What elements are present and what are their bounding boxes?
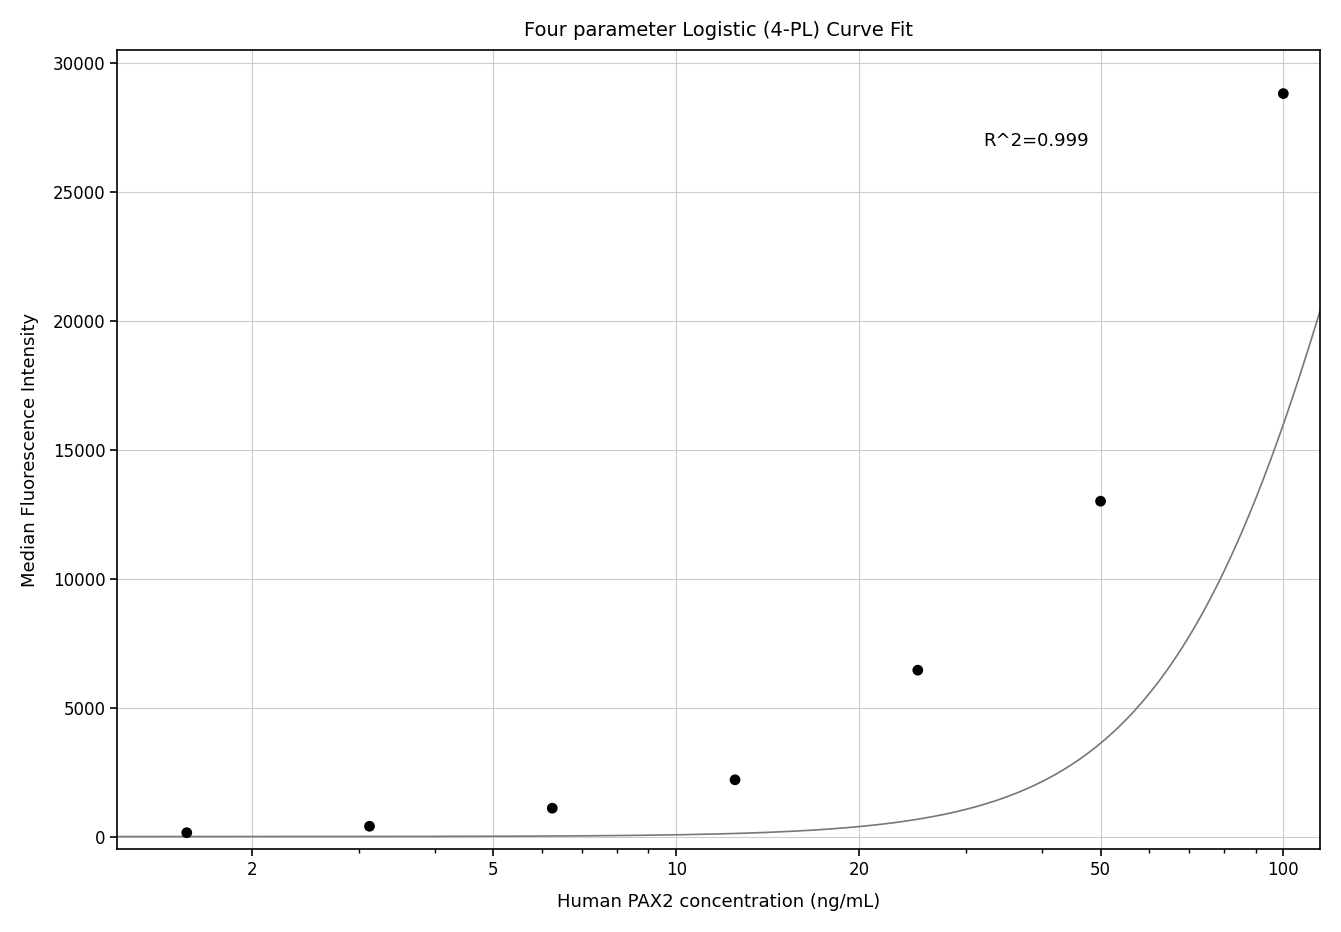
Point xyxy=(176,825,197,840)
Point xyxy=(1090,494,1112,509)
Point xyxy=(359,819,381,834)
Point xyxy=(907,663,928,678)
Point xyxy=(724,773,746,788)
Text: R^2=0.999: R^2=0.999 xyxy=(983,131,1089,150)
Y-axis label: Median Fluorescence Intensity: Median Fluorescence Intensity xyxy=(21,312,39,586)
Title: Four parameter Logistic (4-PL) Curve Fit: Four parameter Logistic (4-PL) Curve Fit xyxy=(524,21,913,40)
X-axis label: Human PAX2 concentration (ng/mL): Human PAX2 concentration (ng/mL) xyxy=(557,893,880,911)
Point xyxy=(542,801,563,816)
Point xyxy=(1273,86,1294,101)
